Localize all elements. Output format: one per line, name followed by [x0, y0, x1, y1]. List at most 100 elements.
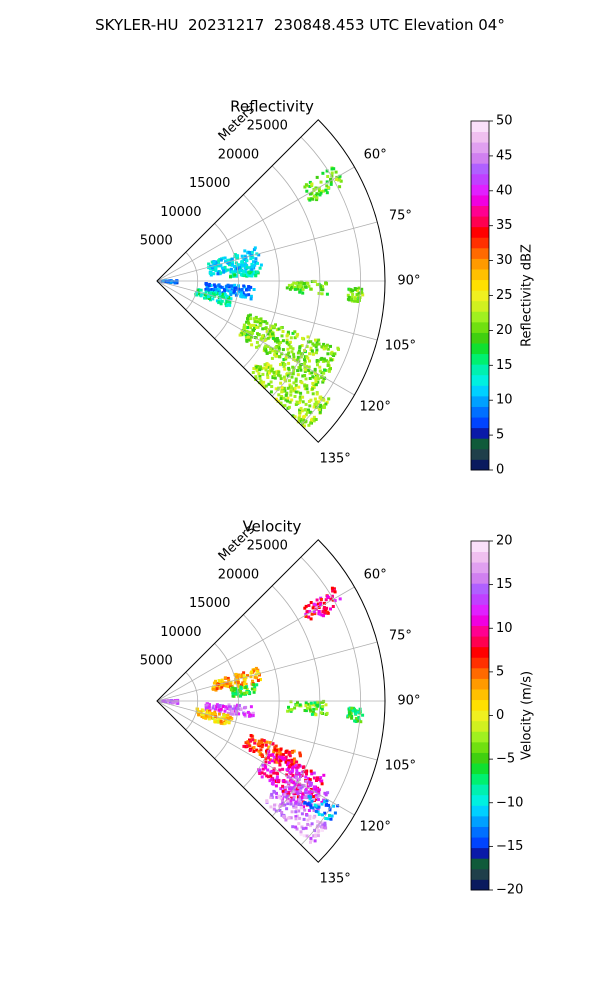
echo-gate	[321, 813, 324, 817]
echo-gate	[331, 589, 335, 593]
echo-gate	[294, 817, 298, 821]
echo-gate	[290, 385, 293, 389]
echo-gate	[223, 291, 227, 295]
echo-gate	[265, 329, 269, 333]
echo-gate	[208, 271, 212, 275]
echo-gate	[296, 390, 300, 394]
echo-gate	[350, 295, 354, 299]
echo-gate	[212, 681, 216, 685]
echo-gate	[205, 285, 209, 289]
echo-gate	[329, 177, 333, 181]
echo-gate	[239, 273, 243, 277]
echo-gate	[314, 831, 318, 835]
echo-gate	[355, 293, 359, 297]
echo-gate	[330, 586, 334, 590]
echo-gate	[284, 357, 288, 361]
echo-gate	[280, 352, 284, 356]
echo-gate	[165, 280, 169, 284]
echo-gate	[282, 365, 286, 368]
echo-gate	[245, 259, 249, 263]
echo-gate	[348, 298, 352, 302]
colorbar-tick-label: 45	[496, 148, 513, 163]
echo-gate	[304, 612, 308, 616]
echo-gate	[321, 285, 325, 288]
echo-gate	[295, 768, 299, 772]
echo-gate	[271, 349, 274, 353]
azimuth-line	[156, 700, 355, 816]
echo-gate	[195, 291, 199, 294]
echo-gate	[299, 775, 302, 778]
echo-gate	[204, 282, 208, 286]
echo-gate	[222, 683, 226, 687]
colorbar-segment	[471, 837, 489, 849]
echo-gate	[279, 796, 283, 800]
echo-gate	[244, 295, 247, 299]
echo-gate	[292, 749, 296, 753]
echo-gate	[317, 282, 321, 286]
echo-gate	[251, 256, 255, 260]
echo-gate	[298, 754, 302, 758]
colorbar-segment	[471, 868, 489, 880]
echo-gate	[270, 369, 274, 373]
echo-gate	[348, 714, 352, 718]
echo-gate	[353, 288, 357, 292]
echo-gate	[330, 167, 334, 171]
echo-gate	[324, 598, 328, 602]
echo-gate	[306, 784, 310, 788]
echo-gate	[308, 610, 312, 613]
echo-gate	[315, 598, 319, 602]
echo-gate	[285, 340, 289, 344]
echo-gate	[267, 753, 271, 757]
echo-gate	[311, 710, 315, 714]
colorbar-segment	[471, 794, 489, 806]
range-tick-label: 25000	[247, 119, 288, 134]
echo-gate	[306, 818, 310, 822]
colorbar-tick-label: 0	[496, 708, 504, 723]
echo-gate	[241, 692, 245, 696]
echo-gate	[248, 336, 252, 340]
echo-gate	[272, 324, 276, 328]
echo-gate	[245, 265, 249, 269]
echo-gate	[304, 377, 308, 381]
echo-gate	[320, 800, 324, 804]
echo-gate	[248, 744, 252, 748]
echo-gate	[314, 809, 318, 813]
echo-gate	[252, 669, 256, 673]
echo-gate	[288, 770, 292, 774]
echo-gate	[322, 371, 326, 375]
echo-gate	[314, 193, 318, 197]
echo-gate	[292, 765, 296, 769]
echo-gate	[303, 362, 307, 366]
colorbar: 0 5 10 15 20 25 30 35 40 45 50 Reflectivity dBZ	[470, 114, 535, 478]
echo-gate	[274, 323, 277, 327]
echo-gate	[249, 257, 253, 261]
echo-gate	[294, 764, 298, 768]
echo-gate	[315, 198, 319, 202]
echo-gate	[305, 610, 309, 614]
echo-gate	[325, 359, 329, 363]
echo-gate	[308, 410, 312, 414]
echo-gate	[283, 378, 287, 382]
echo-gate	[319, 180, 323, 184]
echo-gate	[308, 817, 312, 820]
echo-gate	[303, 358, 306, 362]
echo-gate	[266, 345, 270, 348]
echo-gate	[319, 711, 323, 715]
echo-gate	[323, 821, 327, 825]
colorbar-segment	[471, 615, 489, 627]
echo-gate	[329, 344, 332, 348]
echo-gate	[236, 256, 240, 260]
echo-gate	[288, 372, 292, 376]
echo-gate	[236, 263, 240, 267]
echo-region	[285, 279, 329, 296]
echo-gate	[289, 336, 293, 340]
echo-gate	[308, 371, 312, 375]
echo-gate	[253, 685, 257, 689]
echo-gate	[209, 284, 213, 288]
echo-gate	[327, 803, 331, 807]
echo-gate	[163, 280, 167, 284]
echo-gate	[289, 700, 293, 704]
echo-gate	[249, 739, 253, 743]
colorbar-segment	[471, 604, 489, 616]
echo-gate	[224, 269, 228, 273]
